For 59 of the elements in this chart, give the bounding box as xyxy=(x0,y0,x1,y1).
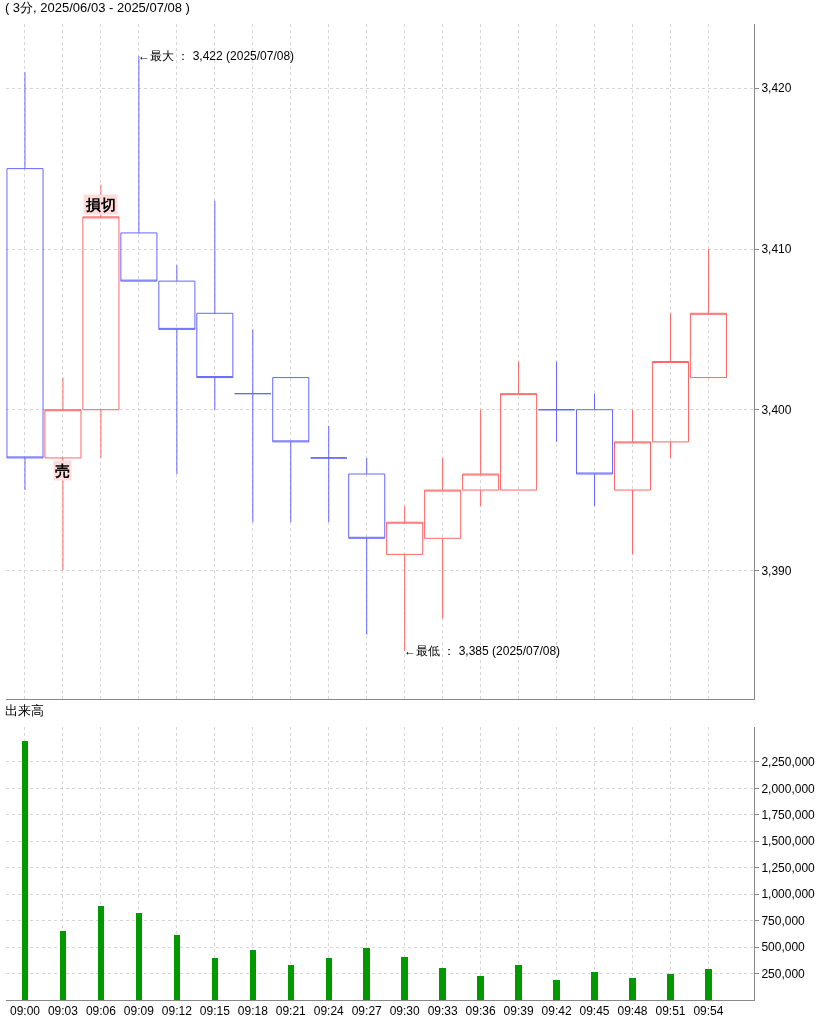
x-tick-label: 09:24 xyxy=(313,1004,345,1019)
x-tick-label: 09:06 xyxy=(85,1004,117,1019)
y-tick-label: 250,000 xyxy=(761,966,806,981)
x-tick-label: 09:45 xyxy=(579,1004,610,1019)
x-tick-label: 09:00 xyxy=(9,1004,41,1019)
bar xyxy=(21,740,29,1000)
bar xyxy=(401,956,408,1000)
bar xyxy=(59,931,67,1000)
chart-title: ( 3分, 2025/06/03 - 2025/07/08 ) xyxy=(4,0,190,16)
x-tick-label: 09:09 xyxy=(123,1004,155,1019)
x-tick-label: 09:27 xyxy=(351,1004,383,1019)
candlestick xyxy=(348,457,386,636)
y-tick-label: 3,400 xyxy=(761,402,792,417)
x-tick-label: 09:30 xyxy=(389,1004,421,1019)
y-tick-label: 1,000,000 xyxy=(761,887,816,902)
x-tick-label: 09:33 xyxy=(427,1004,458,1019)
y-tick-label: 2,250,000 xyxy=(761,755,816,770)
x-tick-label: 09:15 xyxy=(199,1004,231,1019)
annotation: ←最大 ： 3,422 (2025/07/08) xyxy=(138,49,295,63)
x-tick-label: 09:18 xyxy=(237,1004,269,1019)
candlestick xyxy=(310,425,348,523)
annotation: ←最低 ： 3,385 (2025/07/08) xyxy=(404,644,561,658)
y-tick-label: 3,410 xyxy=(761,242,792,257)
x-tick-label: 09:51 xyxy=(655,1004,686,1019)
bar xyxy=(211,957,219,1000)
annotation: 売 xyxy=(55,462,70,479)
bar xyxy=(477,975,484,1000)
y-tick-label: 2,000,000 xyxy=(761,781,816,796)
bar xyxy=(287,965,294,1000)
x-tick-label: 09:36 xyxy=(465,1004,496,1019)
x-tick-label: 09:12 xyxy=(161,1004,193,1019)
bar xyxy=(439,968,446,1000)
x-tick-label: 09:21 xyxy=(275,1004,307,1019)
y-tick-label: 1,750,000 xyxy=(761,808,816,823)
bar xyxy=(249,950,257,1000)
x-tick-label: 09:48 xyxy=(617,1004,648,1019)
bar xyxy=(325,957,332,1000)
annotation: 損切 xyxy=(85,196,116,213)
y-tick-label: 750,000 xyxy=(761,913,806,928)
bar xyxy=(629,977,636,1000)
bar xyxy=(173,935,181,1000)
y-tick-label: 3,420 xyxy=(761,81,792,96)
bar xyxy=(591,972,598,1000)
bar xyxy=(667,973,674,1000)
bar xyxy=(705,969,712,1000)
chart-title: 出来高 xyxy=(4,703,44,719)
bar xyxy=(515,965,522,1000)
x-tick-label: 09:03 xyxy=(47,1004,79,1019)
y-tick-label: 1,500,000 xyxy=(761,834,816,849)
bar xyxy=(97,905,105,1000)
x-tick-label: 09:54 xyxy=(693,1004,724,1019)
y-tick-label: 3,390 xyxy=(761,563,792,578)
x-tick-label: 09:39 xyxy=(503,1004,534,1019)
bar xyxy=(135,913,143,1000)
bar xyxy=(553,979,560,1000)
bar xyxy=(363,948,370,1000)
x-tick-label: 09:42 xyxy=(541,1004,572,1019)
y-tick-label: 500,000 xyxy=(761,940,806,955)
y-tick-label: 1,250,000 xyxy=(761,860,816,875)
